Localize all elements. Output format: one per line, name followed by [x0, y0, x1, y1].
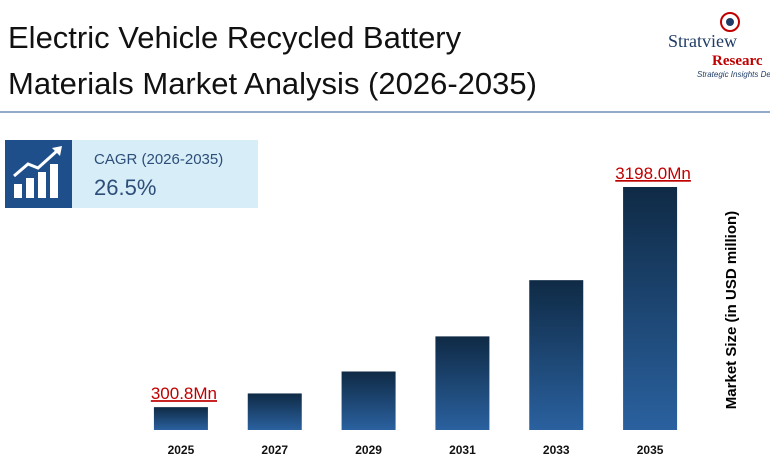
bar	[247, 393, 302, 430]
logo-icon	[720, 12, 740, 32]
x-tick-label: 2033	[543, 443, 570, 457]
cagr-label: CAGR (2026-2035)	[94, 151, 223, 168]
logo: Stratview Researc Strategic Insights Del…	[668, 12, 770, 79]
data-label: 300.8Mn	[151, 384, 217, 403]
bar	[341, 371, 396, 430]
logo-name: Stratview	[668, 31, 737, 51]
y-axis-label: Market Size (in USD million)	[723, 211, 740, 409]
x-tick-label: 2035	[637, 443, 664, 457]
x-tick-label: 2027	[261, 443, 288, 457]
bar	[153, 407, 208, 430]
chart-title: Electric Vehicle Recycled Battery	[8, 20, 462, 55]
bar	[435, 336, 490, 430]
bar	[623, 187, 678, 430]
cagr-box: CAGR (2026-2035) 26.5%	[5, 140, 258, 208]
bars: 2025 300.8Mn 2027 2029 2031 2033 2035 3198.0Mn	[151, 164, 691, 457]
x-tick-label: 2029	[355, 443, 382, 457]
cagr-value: 26.5%	[94, 175, 156, 200]
bar	[529, 280, 584, 430]
cagr-icon	[13, 146, 62, 198]
x-tick-label: 2031	[449, 443, 476, 457]
logo-name: Researc	[712, 53, 763, 69]
logo-icon	[726, 18, 734, 26]
x-tick-label: 2025	[168, 443, 195, 457]
data-label: 3198.0Mn	[615, 164, 691, 183]
logo-tagline: Strategic Insights Deliv	[697, 70, 770, 79]
chart-title: Materials Market Analysis (2026-2035)	[8, 66, 537, 101]
